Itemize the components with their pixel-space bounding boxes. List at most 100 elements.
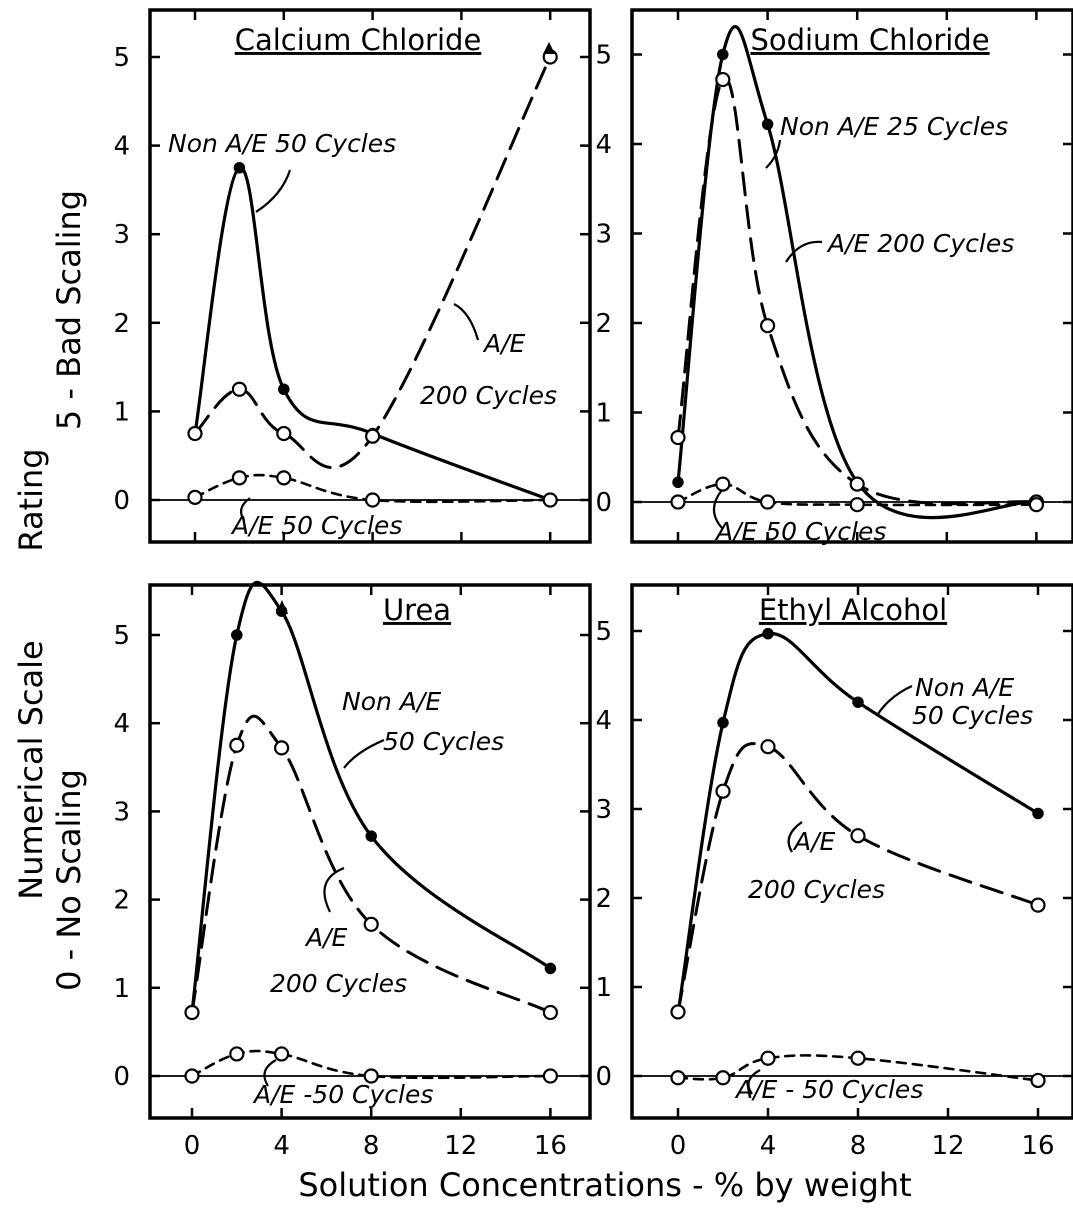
x-tick-label: 16 <box>534 1131 567 1161</box>
series-line-2 <box>676 482 1038 507</box>
data-point-2-0 <box>184 1068 200 1084</box>
y-tick-label: 3 <box>595 220 612 250</box>
annotation-cacl-ae-50: A/E 50 Cycles <box>230 511 402 540</box>
data-point-0-4 <box>1032 807 1044 820</box>
y-tick-label: 0 <box>595 488 612 518</box>
data-point-0-4 <box>544 962 557 975</box>
x-tick-label: 4 <box>273 1131 290 1161</box>
data-point-1-4 <box>542 1004 559 1021</box>
annotation-urea-non-ae: Non A/E <box>342 687 441 716</box>
y-tick-label: 1 <box>595 973 612 1003</box>
x-axis-title: Solution Concentrations - % by weight <box>298 1166 911 1204</box>
offscale-arrows <box>276 42 555 614</box>
annotation-nacl-ae-50: A/E 50 Cycles <box>714 517 886 546</box>
series-line-0 <box>190 580 552 1015</box>
annotation-etoh-50: 50 Cycles <box>912 701 1033 730</box>
x-tick-label: 4 <box>760 1131 777 1161</box>
panel-frame <box>148 583 592 1120</box>
leader-etoh-non-ae <box>877 684 913 715</box>
y-axis-title-line-4: 0 - No Scaling <box>50 769 88 991</box>
arrow-urea-offscale <box>276 600 288 614</box>
y-tick-label: 2 <box>113 309 130 339</box>
leader-nacl-non-ae <box>765 139 782 169</box>
leader-etoh-ae-50 <box>747 1069 761 1095</box>
leader-etoh-ae <box>787 821 803 853</box>
x-tick-label: 16 <box>1021 1131 1054 1161</box>
panel-frame <box>630 8 1073 544</box>
leader-urea-ae <box>323 866 345 913</box>
y-tick-label: 0 <box>595 1062 612 1092</box>
data-point-1-3 <box>363 916 379 932</box>
y-tick-label: 0 <box>113 1062 130 1092</box>
data-point-0-1 <box>717 716 729 729</box>
y-axis-title: Rating 5 - Bad Scaling Numerical Scale 0… <box>12 190 88 991</box>
annotation-etoh-ae: A/E <box>792 827 836 856</box>
y-axis-title-line-2: 5 - Bad Scaling <box>50 190 88 430</box>
x-tick-label: 0 <box>184 1131 201 1161</box>
y-axis-title-line-3: Numerical Scale <box>12 640 50 899</box>
annotation-urea-200: 200 Cycles <box>270 969 407 998</box>
annotation-nacl-ae-200: A/E 200 Cycles <box>826 229 1014 258</box>
series-line-0 <box>676 25 1038 520</box>
data-point-2-2 <box>759 494 776 510</box>
series-line-1 <box>676 76 1038 506</box>
data-point-2-4 <box>542 492 558 508</box>
panel-title-calcium-chloride: Calcium Chloride <box>235 23 482 57</box>
panel-frame <box>630 583 1073 1120</box>
x-tick-label: 8 <box>850 1131 867 1161</box>
annotation-etoh-ae-50: A/E - 50 Cycles <box>734 1075 923 1104</box>
data-point-2-1 <box>229 1046 245 1062</box>
y-tick-label: 4 <box>113 709 130 739</box>
y-tick-label: 2 <box>595 309 612 339</box>
data-point-1-2 <box>276 425 292 442</box>
y-tick-label: 3 <box>113 797 130 827</box>
x-tick-label: 8 <box>363 1131 380 1161</box>
panel-calcium-chloride: 0 1 2 3 4 5 <box>113 8 592 544</box>
data-point-0-2 <box>278 383 290 395</box>
panel-frame <box>148 8 592 544</box>
data-point-0-0 <box>672 476 684 489</box>
data-point-1-0 <box>670 429 686 446</box>
data-point-1-1 <box>715 71 731 88</box>
data-point-1-3 <box>365 428 381 444</box>
data-point-2-3 <box>363 1068 379 1084</box>
data-point-2-3 <box>365 492 381 508</box>
y-tick-label: 3 <box>113 220 130 250</box>
y-tick-label: 0 <box>113 486 130 516</box>
x-tick-label: 12 <box>444 1131 477 1161</box>
arrow-cacl-offscale <box>543 42 555 54</box>
annotation-etoh-200: 200 Cycles <box>748 875 885 904</box>
data-point-2-2 <box>760 1050 776 1066</box>
x-tick-label: 12 <box>931 1131 964 1161</box>
annotation-urea-ae: A/E <box>304 923 348 952</box>
y-tick-label: 3 <box>595 795 612 825</box>
annotation-urea-ae-50: A/E -50 Cycles <box>252 1080 433 1109</box>
data-point-2-2 <box>274 1046 290 1062</box>
data-point-2-1 <box>715 1070 731 1086</box>
y-tick-label: 2 <box>113 886 130 916</box>
data-point-2-3 <box>849 497 865 513</box>
data-point-1-1 <box>229 737 245 753</box>
y-tick-label: 5 <box>595 617 612 647</box>
annotation-nacl-non-ae: Non A/E 25 Cycles <box>780 112 1008 141</box>
leader-cacl-ae <box>453 303 480 341</box>
data-point-1-0 <box>184 1004 200 1021</box>
annotation-etoh-non-ae: Non A/E <box>915 673 1014 702</box>
data-point-2-2 <box>276 470 292 486</box>
series-line-2 <box>190 1049 552 1080</box>
series-line-0 <box>193 166 552 502</box>
y-tick-label: 5 <box>113 621 130 651</box>
data-point-2-3 <box>850 1050 866 1066</box>
leader-cacl-ae-50 <box>239 497 251 521</box>
data-point-1-3 <box>849 476 865 492</box>
data-point-1-0 <box>187 425 203 442</box>
y-axis-title-line-1: Rating <box>12 448 50 551</box>
data-point-0-1 <box>231 629 243 641</box>
panel-sodium-chloride: 0 1 2 3 4 5 <box>595 8 1073 544</box>
data-point-0-1 <box>717 48 729 61</box>
y-tick-label: 1 <box>595 399 612 429</box>
data-point-1-0 <box>670 1004 686 1020</box>
